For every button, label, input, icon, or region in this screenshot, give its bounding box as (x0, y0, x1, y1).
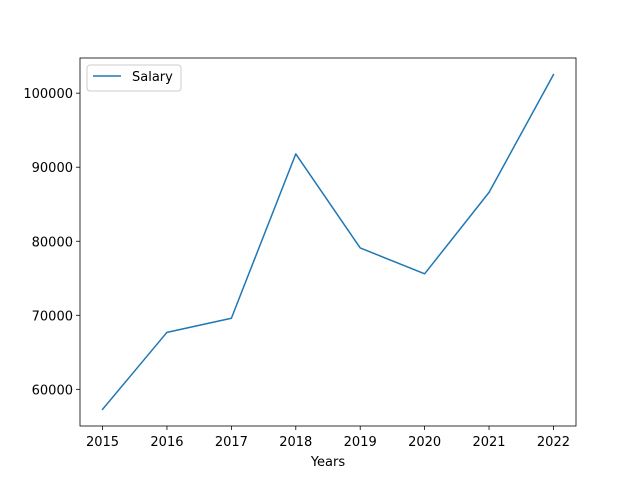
plot-frame (79, 57, 577, 427)
x-tick-label: 2019 (344, 435, 377, 450)
x-tick-label: 2021 (472, 435, 505, 450)
y-tick-label: 70000 (32, 309, 73, 324)
salary-series-line (101, 73, 555, 411)
y-tick-label: 80000 (32, 235, 73, 250)
legend: Salary (86, 64, 182, 92)
plot-area (80, 58, 576, 426)
legend-box (86, 64, 182, 92)
x-tick-label: 2020 (408, 435, 441, 450)
y-tick-label: 90000 (32, 161, 73, 176)
x-tick-label: 2016 (150, 435, 183, 450)
x-axis-label: Years (310, 455, 346, 470)
y-axis-ticks: 60000 70000 80000 90000 100000 (23, 87, 80, 398)
legend-label-salary: Salary (132, 70, 173, 85)
y-tick-label: 60000 (32, 383, 73, 398)
y-tick-label: 100000 (23, 87, 73, 102)
x-axis-ticks: 2015 2016 2017 2018 2019 2020 2021 2022 (86, 426, 570, 450)
x-tick-label: 2022 (537, 435, 570, 450)
x-tick-label: 2017 (215, 435, 248, 450)
x-tick-label: 2018 (279, 435, 312, 450)
x-tick-label: 2015 (86, 435, 119, 450)
